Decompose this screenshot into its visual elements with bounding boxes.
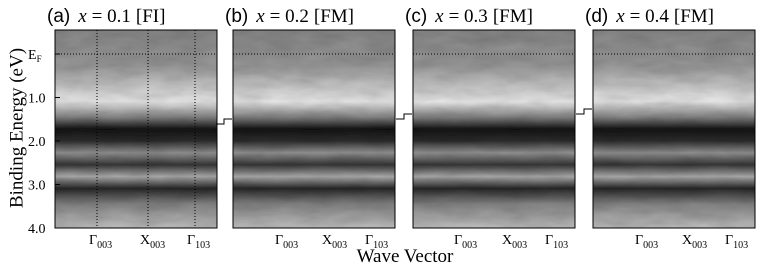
k-subscript: 003 xyxy=(283,240,298,251)
k-subscript: 103 xyxy=(553,240,568,251)
k-label: X003 xyxy=(682,233,707,251)
panel-phase: [FM] xyxy=(314,6,354,27)
y-tick-text: E xyxy=(28,48,37,63)
y-tick-label: EF xyxy=(28,48,42,64)
k-symbol: X xyxy=(502,233,512,248)
k-label: X003 xyxy=(140,233,165,251)
k-symbol: Γ xyxy=(89,233,97,248)
y-tick-text: 1.0 xyxy=(28,92,46,107)
k-symbol: Γ xyxy=(635,233,643,248)
spectrum-image xyxy=(593,30,755,228)
panel-title: (c) x = 0.3 [FM] xyxy=(405,6,533,27)
k-label: Γ003 xyxy=(454,233,477,251)
y-tick-text: 4.0 xyxy=(28,222,46,237)
panel-title: (b) x = 0.2 [FM] xyxy=(225,6,354,27)
spectrum-image xyxy=(233,30,395,228)
k-subscript: 003 xyxy=(150,240,165,251)
k-subscript: 003 xyxy=(512,240,527,251)
k-symbol: X xyxy=(322,233,332,248)
panel: (a) x = 0.1 [FI]Γ003 X003 Γ103 xyxy=(47,6,218,251)
y-tick-text: 3.0 xyxy=(28,179,46,194)
panel-frame xyxy=(592,29,756,229)
panel-equals: = 0.4 xyxy=(630,6,670,27)
k-symbol: X xyxy=(140,233,150,248)
panel-phase: [FM] xyxy=(674,6,714,27)
y-tick-subscript: F xyxy=(37,54,42,64)
x-axis-label: Wave Vector xyxy=(357,246,454,267)
panel-variable: x xyxy=(77,6,87,27)
y-tick-label: 1.0 xyxy=(28,92,46,107)
panel-letter: (a) xyxy=(47,6,70,27)
k-symbol: Γ xyxy=(365,233,373,248)
panel-equals: = 0.2 xyxy=(270,6,309,27)
k-subscript: 103 xyxy=(733,240,748,251)
k-subscript: 003 xyxy=(97,240,112,251)
k-subscript: 003 xyxy=(332,240,347,251)
k-subscript: 003 xyxy=(462,240,477,251)
panel-title: (a) x = 0.1 [FI] xyxy=(47,6,165,27)
k-symbol: X xyxy=(682,233,692,248)
k-label: Γ003 xyxy=(89,233,112,251)
spectrum-image xyxy=(55,30,217,228)
y-ticks: EF 1.0 2.0 3.0 4.0 xyxy=(28,48,60,237)
k-label: Γ003 xyxy=(275,233,298,251)
k-symbol: Γ xyxy=(275,233,283,248)
y-tick-label: 4.0 xyxy=(28,222,46,237)
y-tick-text: 2.0 xyxy=(28,135,46,150)
panel-title: (d) x = 0.4 [FM] xyxy=(585,6,714,27)
k-label: X003 xyxy=(502,233,527,251)
k-subscript: 103 xyxy=(195,240,210,251)
k-subscript: 003 xyxy=(692,240,707,251)
k-symbol: Γ xyxy=(545,233,553,248)
k-subscript: 003 xyxy=(643,240,658,251)
panel-frame xyxy=(54,29,218,229)
panel-equals: = 0.1 xyxy=(92,6,131,27)
panel: (d) x = 0.4 [FM]Γ003 X003 Γ103 xyxy=(585,6,756,251)
panel-variable: x xyxy=(255,6,265,27)
k-subscript: 103 xyxy=(373,240,388,251)
panel: (b) x = 0.2 [FM]Γ003 X003 Γ103 xyxy=(225,6,396,251)
y-tick-label: 2.0 xyxy=(28,135,46,150)
y-axis-label: Binding Energy (eV) xyxy=(6,48,27,208)
panel-letter: (c) xyxy=(405,6,427,27)
panel: (c) x = 0.3 [FM]Γ003 X003 Γ103 xyxy=(405,6,576,251)
k-label: Γ103 xyxy=(365,233,388,251)
y-tick-label: 3.0 xyxy=(28,179,46,194)
panel-letter: (d) xyxy=(585,6,608,27)
k-label: Γ003 xyxy=(635,233,658,251)
panel-phase: [FM] xyxy=(493,6,533,27)
k-label: X003 xyxy=(322,233,347,251)
connectors xyxy=(216,108,592,125)
k-label: Γ103 xyxy=(545,233,568,251)
panel-frame xyxy=(412,29,576,229)
panel-letter: (b) xyxy=(225,6,248,27)
panel-equals: = 0.3 xyxy=(449,6,488,27)
panel-frame xyxy=(232,29,396,229)
panel-variable: x xyxy=(615,6,625,27)
k-label: Γ103 xyxy=(187,233,210,251)
k-label: Γ103 xyxy=(725,233,748,251)
panel-phase: [FI] xyxy=(136,6,166,27)
k-symbol: Γ xyxy=(725,233,733,248)
panels: (a) x = 0.1 [FI]Γ003 X003 Γ103(b) x = 0.2 [FM]Γ0… xyxy=(47,6,756,251)
k-symbol: Γ xyxy=(187,233,195,248)
panel-variable: x xyxy=(434,6,444,27)
spectrum-image xyxy=(413,30,575,228)
k-symbol: Γ xyxy=(454,233,462,248)
